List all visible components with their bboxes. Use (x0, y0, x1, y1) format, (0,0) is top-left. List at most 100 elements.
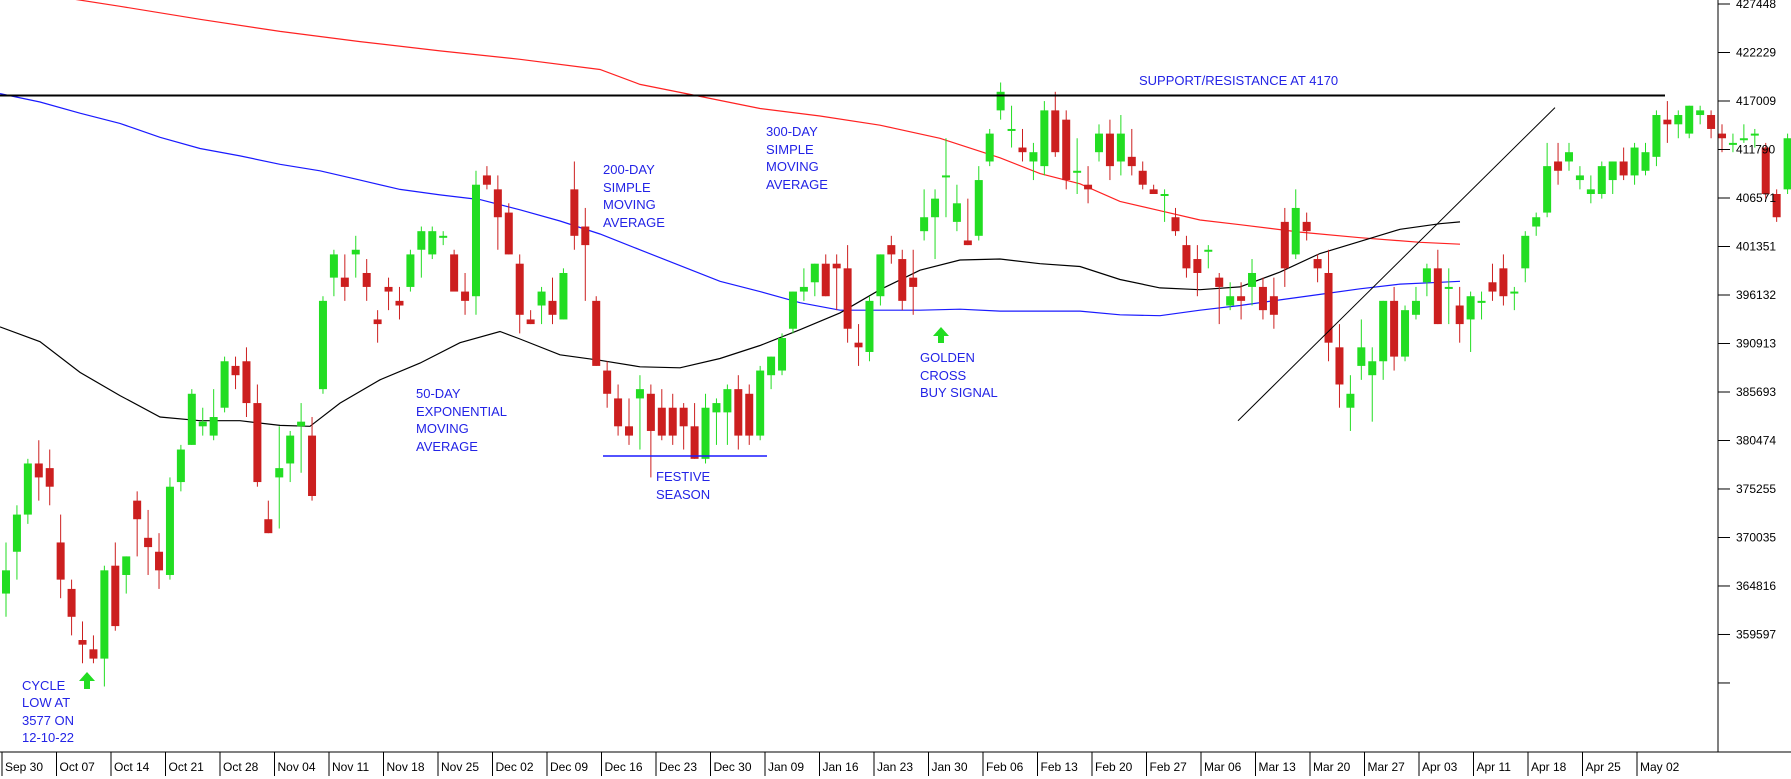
y-tick-label: 385693 (1736, 385, 1776, 399)
candlestick (406, 249, 415, 292)
candle-body (690, 426, 699, 459)
x-tick-label: Mar 13 (1259, 760, 1297, 774)
candle-body (1510, 291, 1519, 294)
candlestick (1095, 124, 1103, 162)
candle-body (1707, 115, 1716, 129)
candlestick (1772, 189, 1781, 222)
candle-body (723, 389, 732, 413)
festive-label-line: FESTIVE (656, 469, 711, 484)
candlestick (1215, 272, 1224, 325)
candlestick (898, 249, 907, 311)
candle-body (559, 272, 568, 320)
candlestick (1226, 282, 1235, 311)
candle-body (2, 570, 10, 594)
candlestick (1739, 124, 1748, 143)
candle-body (209, 417, 218, 436)
candlestick (461, 272, 470, 315)
candle-body (362, 272, 371, 287)
candlestick (340, 254, 349, 301)
candlestick (723, 384, 732, 445)
candle-body (537, 291, 546, 306)
candlestick (1368, 347, 1377, 422)
x-tick-label: Feb 20 (1095, 760, 1133, 774)
candlestick (778, 333, 787, 376)
candle-body (1488, 282, 1497, 292)
candlestick (1466, 291, 1475, 352)
candle-body (176, 449, 185, 483)
candle-body (876, 254, 885, 297)
candlestick (1182, 235, 1191, 278)
candlestick (1685, 105, 1694, 139)
candlestick (788, 291, 797, 334)
candle-body (450, 254, 459, 292)
y-tick-label: 427448 (1736, 0, 1776, 11)
candle-body (1280, 221, 1289, 269)
candle-body (1739, 138, 1748, 141)
golden-cross-arrow-icon (933, 327, 949, 343)
x-tick-label: Dec 23 (659, 760, 697, 774)
candlestick (417, 226, 426, 278)
candle-body (198, 421, 207, 427)
candle-body (34, 463, 43, 478)
candlestick (810, 263, 819, 297)
candle-body (1422, 268, 1431, 283)
candle-body (931, 198, 940, 218)
candlestick (362, 259, 371, 301)
candlestick (657, 389, 666, 441)
candlestick (1674, 110, 1683, 139)
candle-body (1718, 133, 1727, 139)
candlestick (1248, 259, 1257, 306)
candle-body (1554, 161, 1563, 171)
candlestick (712, 398, 721, 445)
candle-body (646, 393, 655, 431)
candle-body (1772, 194, 1781, 218)
candle-body (384, 286, 393, 292)
candle-body (89, 649, 98, 659)
candle-body (898, 259, 907, 301)
cycle-label-line: 12-10-22 (22, 730, 74, 745)
candle-body (1685, 105, 1694, 134)
candlestick (1532, 212, 1541, 236)
candlestick (100, 565, 109, 687)
candlestick (1401, 305, 1410, 362)
candlestick (1783, 133, 1791, 195)
candle-body (843, 268, 852, 329)
candle-body (1193, 259, 1202, 273)
candlestick (1608, 161, 1617, 195)
candlestick (56, 514, 65, 599)
candle-body (242, 361, 251, 404)
candlestick (1750, 128, 1759, 148)
candlestick (1586, 175, 1595, 204)
candlestick (384, 277, 393, 311)
candlestick (1379, 300, 1388, 380)
candle-body (1171, 217, 1180, 232)
candle-body (996, 91, 1005, 111)
candle-body (286, 435, 295, 464)
candlestick (176, 444, 185, 492)
candle-body (1105, 133, 1114, 167)
candle-body (1619, 161, 1628, 176)
candle-body (1750, 133, 1759, 136)
uptrend-line (1237, 107, 1556, 422)
ema50-label-line: EXPONENTIAL (416, 404, 507, 419)
candle-body (952, 203, 961, 222)
candle-body (275, 468, 284, 478)
candle-body (799, 286, 808, 292)
candlestick (187, 389, 196, 445)
candle-body (603, 370, 612, 394)
candlestick (1652, 110, 1661, 167)
trend-overlays (0, 94, 1665, 457)
candle-body (1379, 300, 1388, 362)
candlestick (264, 500, 273, 534)
x-tick-label: Mar 06 (1204, 760, 1242, 774)
candle-body (1182, 245, 1191, 269)
candlestick (1521, 231, 1530, 283)
candle-body (756, 370, 765, 436)
candlestick (603, 361, 612, 408)
candlestick (1696, 105, 1705, 125)
candlestick (985, 128, 994, 167)
candlestick (1171, 207, 1180, 236)
candlestick (89, 635, 98, 664)
y-tick-label: 417009 (1736, 94, 1776, 108)
ema50-label: 50-DAY EXPONENTIAL MOVING AVERAGE (416, 386, 510, 454)
